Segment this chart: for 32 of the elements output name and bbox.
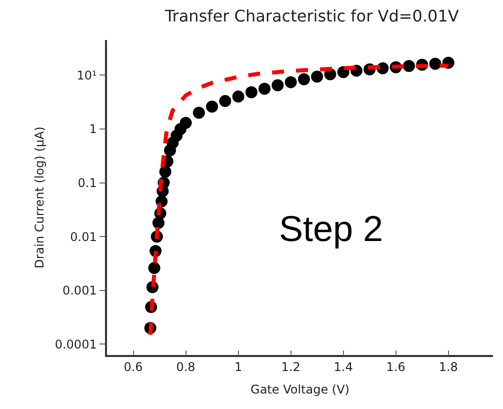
x-tick-label: 1.8	[438, 360, 458, 374]
point	[311, 70, 324, 83]
point	[298, 73, 310, 86]
x-tick-label: 0.6	[124, 360, 143, 374]
x-tick-label: 0.8	[176, 360, 196, 374]
x-tick-label: 1.6	[386, 360, 406, 374]
y-tick-label: 0.0001	[54, 337, 97, 352]
y-tick-label: 0.1	[78, 176, 97, 190]
point	[284, 76, 297, 88]
annotation: Step 2	[279, 208, 384, 249]
x-tick-label: 1.4	[334, 360, 353, 374]
point	[148, 262, 160, 274]
x-tick-label: 1.2	[281, 360, 300, 374]
point	[272, 79, 284, 92]
point	[180, 116, 192, 129]
y-tick-label: 0.001	[62, 284, 97, 298]
chart-title: Transfer Characteristic for Vd=0.01V	[164, 6, 459, 26]
point	[219, 95, 232, 108]
point	[206, 100, 218, 113]
x-tick-label: 1	[234, 360, 242, 374]
y-axis-title: Drain Current (log) (μA)	[32, 126, 47, 268]
point	[429, 58, 442, 70]
point	[192, 106, 205, 119]
point	[402, 60, 415, 72]
x-axis-title: Gate Voltage (V)	[250, 382, 350, 397]
y-tick-label: 1	[89, 122, 97, 136]
point	[245, 86, 258, 98]
point	[232, 90, 244, 103]
point	[258, 82, 271, 95]
y-tick-label: 10¹	[76, 68, 98, 82]
point	[159, 166, 172, 178]
y-tick-label: 0.01	[70, 230, 97, 244]
